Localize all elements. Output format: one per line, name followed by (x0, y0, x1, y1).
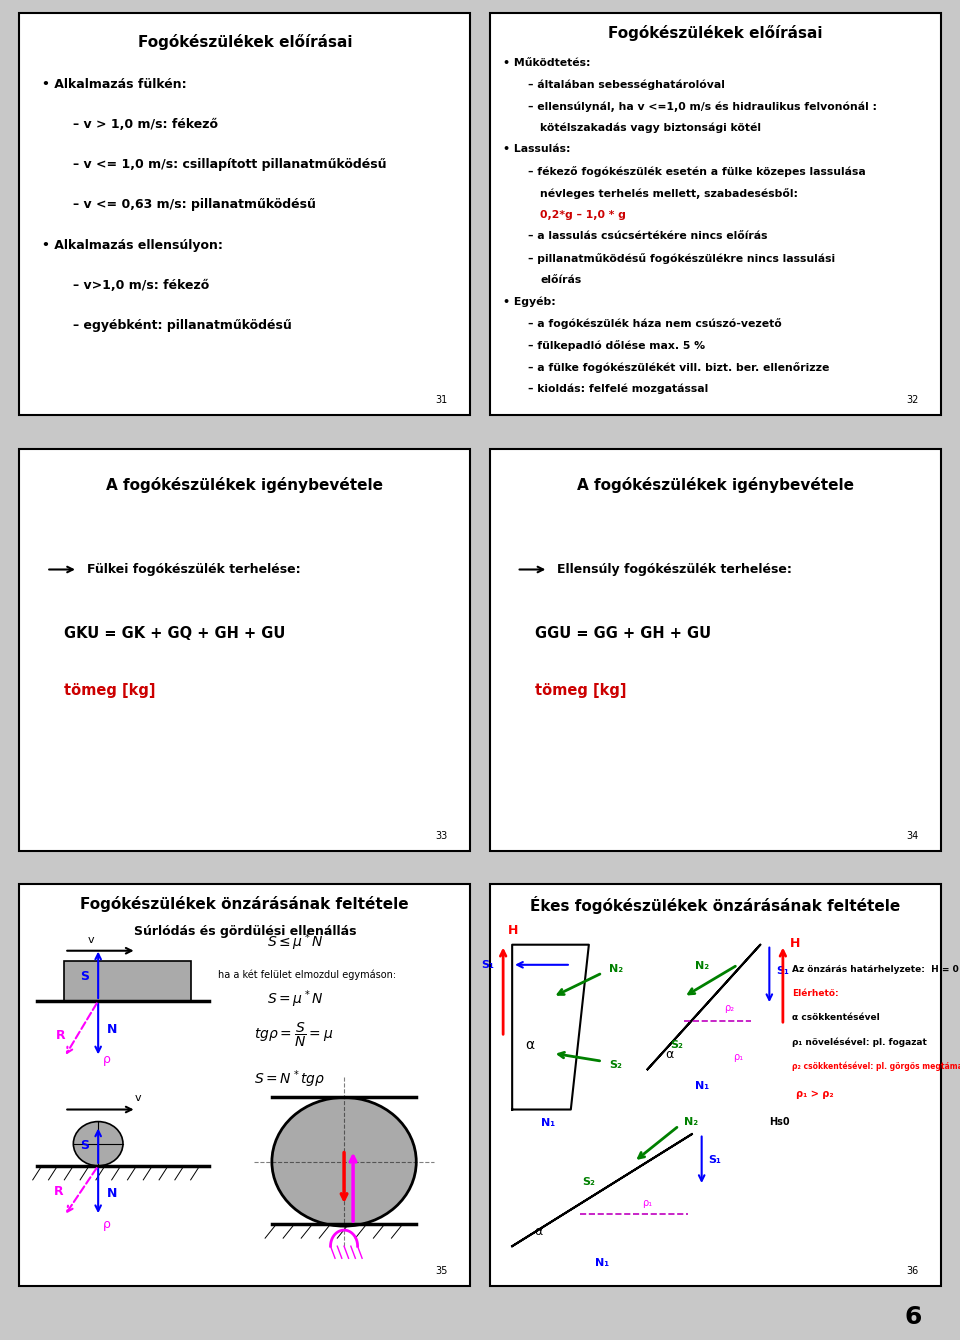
Text: – v > 1,0 m/s: fékező: – v > 1,0 m/s: fékező (73, 118, 218, 131)
Text: ρ: ρ (103, 1218, 110, 1231)
Text: α: α (535, 1225, 543, 1238)
Text: N₁: N₁ (541, 1118, 555, 1127)
Text: • Lassulás:: • Lassulás: (503, 145, 570, 154)
Text: Fogókészülékek önzárásának feltétele: Fogókészülékek önzárásának feltétele (81, 896, 409, 913)
Text: S₁: S₁ (481, 959, 494, 970)
Text: kötélszakadás vagy biztonsági kötél: kötélszakadás vagy biztonsági kötél (540, 123, 761, 133)
Text: N₂: N₂ (610, 963, 623, 974)
Text: Fülkei fogókészülék terhelése:: Fülkei fogókészülék terhelése: (86, 563, 300, 576)
Text: Hs0: Hs0 (769, 1116, 790, 1127)
Text: S₂: S₂ (583, 1177, 595, 1187)
Text: $S = \mu^* N$: $S = \mu^* N$ (267, 988, 324, 1010)
Text: $tg\rho = \dfrac{S}{N} = \mu$: $tg\rho = \dfrac{S}{N} = \mu$ (253, 1021, 333, 1049)
Polygon shape (513, 945, 588, 1110)
Text: – kioldás: felfelé mozgatással: – kioldás: felfelé mozgatással (528, 383, 708, 394)
Text: α: α (526, 1038, 535, 1052)
Text: GKU = GK + GQ + GH + GU: GKU = GK + GQ + GH + GU (64, 626, 286, 642)
Text: ρ: ρ (103, 1053, 110, 1067)
Text: Ékes fogókészülékek önzárásának feltétele: Ékes fogókészülékek önzárásának feltétel… (530, 896, 900, 914)
Text: Fogókészülékek előírásai: Fogókészülékek előírásai (608, 25, 823, 42)
Text: N: N (108, 1022, 117, 1036)
Text: 35: 35 (436, 1266, 447, 1276)
Text: – egyébként: pillanatműködésű: – egyébként: pillanatműködésű (73, 319, 292, 332)
Text: R: R (56, 1029, 65, 1041)
FancyBboxPatch shape (19, 449, 470, 851)
Text: 0,2*g – 1,0 * g: 0,2*g – 1,0 * g (540, 209, 626, 220)
Text: névleges terhelés mellett, szabadesésből:: névleges terhelés mellett, szabadesésből… (540, 188, 799, 198)
Text: S₂: S₂ (670, 1040, 683, 1051)
Text: N₁: N₁ (595, 1258, 610, 1268)
Text: R: R (54, 1186, 63, 1198)
Text: – a lassulás csúcsértékére nincs előírás: – a lassulás csúcsértékére nincs előírás (528, 232, 767, 241)
Text: N₂: N₂ (684, 1116, 698, 1127)
Text: S₁: S₁ (776, 966, 789, 976)
Text: ρ₁ növelésével: pl. fogazat: ρ₁ növelésével: pl. fogazat (792, 1037, 926, 1047)
Text: S₂: S₂ (610, 1060, 622, 1071)
Text: v: v (88, 935, 95, 945)
Text: Ellensúly fogókészülék terhelése:: Ellensúly fogókészülék terhelése: (557, 563, 792, 576)
Text: S: S (80, 970, 89, 984)
Text: – pillanatműködésű fogókészülékre nincs lassulási: – pillanatműködésű fogókészülékre nincs … (528, 253, 835, 264)
Text: α csökkentésével: α csökkentésével (792, 1013, 879, 1022)
Text: N₂: N₂ (695, 961, 708, 970)
Text: S₁: S₁ (708, 1155, 721, 1164)
Bar (64, 961, 191, 1001)
Text: Elérhető:: Elérhető: (792, 989, 838, 998)
FancyBboxPatch shape (490, 13, 941, 415)
Text: Súrlódás és gördülési ellenállás: Súrlódás és gördülési ellenállás (133, 925, 356, 938)
Text: 31: 31 (436, 395, 447, 405)
Text: N: N (108, 1187, 117, 1201)
Text: Az önzárás határhelyzete:  H = 0: Az önzárás határhelyzete: H = 0 (792, 965, 959, 974)
Text: előírás: előírás (540, 275, 582, 284)
Text: – fékező fogókészülék esetén a fülke közepes lassulása: – fékező fogókészülék esetén a fülke köz… (528, 166, 866, 177)
Text: A fogókészülékek igénybevétele: A fogókészülékek igénybevétele (577, 477, 853, 493)
Text: ρ₂: ρ₂ (724, 1004, 733, 1013)
FancyBboxPatch shape (19, 884, 470, 1286)
Text: – a fogókészülék háza nem csúszó-vezető: – a fogókészülék háza nem csúszó-vezető (528, 318, 781, 330)
Text: • Alkalmazás ellensúlyon:: • Alkalmazás ellensúlyon: (42, 239, 223, 252)
Text: – v <= 0,63 m/s: pillanatműködésű: – v <= 0,63 m/s: pillanatműködésű (73, 198, 316, 212)
Text: – fülkepadló dőlése max. 5 %: – fülkepadló dőlése max. 5 % (528, 340, 705, 351)
Text: S: S (80, 1139, 89, 1152)
Text: 33: 33 (436, 831, 447, 842)
Text: 34: 34 (906, 831, 918, 842)
Text: Fogókészülékek előírásai: Fogókészülékek előírásai (137, 34, 352, 50)
Text: • Működtetés:: • Működtetés: (503, 58, 590, 67)
Text: tömeg [kg]: tömeg [kg] (64, 682, 156, 698)
Text: $S = N^* tg\rho$: $S = N^* tg\rho$ (253, 1068, 324, 1091)
Text: • Alkalmazás fülkén:: • Alkalmazás fülkén: (42, 78, 186, 91)
Text: – v <= 1,0 m/s: csillapított pillanatműködésű: – v <= 1,0 m/s: csillapított pillanatműk… (73, 158, 387, 172)
Text: A fogókészülékek igénybevétele: A fogókészülékek igénybevétele (107, 477, 383, 493)
Text: 36: 36 (906, 1266, 918, 1276)
Circle shape (73, 1122, 123, 1166)
Text: $S \leq \mu^* N$: $S \leq \mu^* N$ (267, 931, 324, 954)
Text: ha a két felület elmozdul egymáson:: ha a két felület elmozdul egymáson: (218, 970, 396, 980)
Text: tömeg [kg]: tömeg [kg] (535, 682, 626, 698)
Text: • Egyéb:: • Egyéb: (503, 296, 556, 307)
Text: N₁: N₁ (695, 1081, 708, 1091)
Text: ρ₂ csökkentésével: pl. görgős megtámasztás: ρ₂ csökkentésével: pl. görgős megtámaszt… (792, 1061, 960, 1071)
Text: H: H (508, 923, 518, 937)
Text: α: α (665, 1048, 674, 1061)
Text: – általában sebességhatárolóval: – általában sebességhatárolóval (528, 79, 725, 90)
Text: – ellensúlynál, ha v <=1,0 m/s és hidraulikus felvonónál :: – ellensúlynál, ha v <=1,0 m/s és hidrau… (528, 100, 876, 111)
Text: ρ₁ > ρ₂: ρ₁ > ρ₂ (797, 1089, 834, 1099)
Text: 6: 6 (904, 1305, 922, 1329)
Text: – v>1,0 m/s: fékező: – v>1,0 m/s: fékező (73, 279, 209, 292)
Circle shape (272, 1097, 417, 1226)
Text: GGU = GG + GH + GU: GGU = GG + GH + GU (535, 626, 710, 642)
Text: ρ₁: ρ₁ (642, 1198, 653, 1209)
Text: – a fülke fogókészülékét vill. bizt. ber. ellenőrizze: – a fülke fogókészülékét vill. bizt. ber… (528, 362, 829, 373)
FancyBboxPatch shape (490, 884, 941, 1286)
Text: v: v (134, 1093, 141, 1104)
Text: 32: 32 (906, 395, 918, 405)
Text: H: H (790, 937, 800, 950)
FancyBboxPatch shape (490, 449, 941, 851)
Text: ρ₁: ρ₁ (732, 1052, 743, 1063)
FancyBboxPatch shape (19, 13, 470, 415)
